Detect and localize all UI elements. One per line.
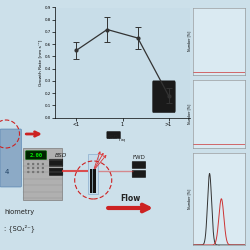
Circle shape [32, 163, 34, 165]
FancyBboxPatch shape [49, 168, 63, 175]
Text: : {SO₄²⁻}: : {SO₄²⁻} [4, 224, 35, 232]
Circle shape [42, 171, 44, 173]
FancyBboxPatch shape [92, 170, 93, 192]
Text: hiometry: hiometry [4, 209, 34, 215]
Text: BSD: BSD [55, 153, 68, 158]
Y-axis label: Growth Rate [nm s⁻¹]: Growth Rate [nm s⁻¹] [38, 39, 42, 86]
FancyBboxPatch shape [107, 132, 120, 138]
FancyBboxPatch shape [90, 169, 96, 193]
Text: 4: 4 [5, 169, 9, 175]
Circle shape [37, 171, 39, 173]
Circle shape [32, 167, 34, 169]
FancyBboxPatch shape [26, 151, 46, 160]
Text: 2.00: 2.00 [30, 153, 43, 158]
Y-axis label: Number [%]: Number [%] [187, 188, 191, 209]
Y-axis label: Number [%]: Number [%] [187, 31, 191, 52]
Circle shape [32, 171, 34, 173]
FancyBboxPatch shape [88, 154, 99, 194]
Circle shape [37, 167, 39, 169]
Text: Flow: Flow [120, 194, 141, 203]
Circle shape [27, 171, 29, 173]
FancyBboxPatch shape [24, 148, 62, 200]
FancyBboxPatch shape [0, 129, 22, 187]
FancyBboxPatch shape [132, 162, 146, 168]
Circle shape [27, 167, 29, 169]
Text: $r_{aq}$: $r_{aq}$ [118, 136, 126, 145]
Circle shape [42, 163, 44, 165]
FancyBboxPatch shape [152, 81, 175, 112]
Text: SSD: SSD [107, 135, 119, 140]
Circle shape [27, 163, 29, 165]
FancyBboxPatch shape [49, 159, 63, 166]
Circle shape [42, 167, 44, 169]
Y-axis label: Number [%]: Number [%] [187, 104, 191, 124]
Text: FWD: FWD [133, 155, 146, 160]
Circle shape [37, 163, 39, 165]
FancyBboxPatch shape [132, 170, 146, 177]
